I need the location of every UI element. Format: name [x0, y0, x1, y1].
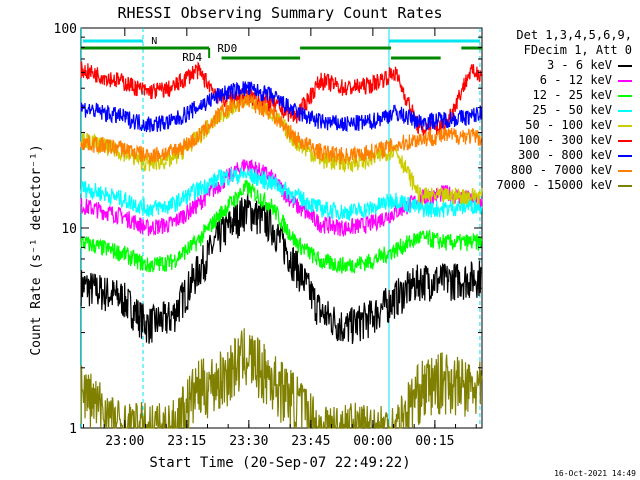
axis-ticks: 1 10 100 23:00 23:15 23:30 23:45 00:00 00:15 — [54, 22, 482, 449]
y-tick-label: 1 — [69, 422, 77, 437]
legend-item: 6 - 12 keV — [496, 73, 632, 88]
series-line — [80, 93, 483, 165]
y-tick-label: 10 — [61, 222, 77, 237]
legend: Det 1,3,4,5,6,9, FDecim 1, Att 0 3 - 6 k… — [496, 28, 632, 193]
series-12-25kev — [80, 179, 483, 274]
series-800-7000kev — [80, 93, 483, 165]
legend-header-1: Det 1,3,4,5,6,9, — [516, 28, 632, 42]
legend-item: 800 - 7000 keV — [496, 163, 632, 178]
legend-item: 100 - 300 keV — [496, 133, 632, 148]
legend-item-label: 3 - 6 keV — [546, 58, 612, 72]
legend-item-label: 100 - 300 keV — [518, 133, 612, 147]
legend-item-label: 25 - 50 keV — [532, 103, 612, 117]
legend-item: 50 - 100 keV — [496, 118, 632, 133]
legend-item: 25 - 50 keV — [496, 103, 632, 118]
legend-swatch — [618, 124, 632, 127]
series-line — [80, 80, 483, 133]
legend-item: 12 - 25 keV — [496, 88, 632, 103]
series-3-6kev — [80, 193, 482, 344]
series-25-50kev — [80, 167, 483, 221]
footer-date: 16-Oct-2021 14:49 — [554, 469, 636, 478]
night-label: N — [151, 36, 157, 47]
legend-item: 3 - 6 keV — [496, 58, 632, 73]
legend-header-2: FDecim 1, Att 0 — [523, 43, 632, 57]
x-tick-label: 23:15 — [167, 434, 206, 449]
y-axis-label: Count Rate (s⁻¹ detector⁻¹) — [29, 144, 44, 355]
x-tick-label: 23:00 — [105, 434, 144, 449]
legend-item-label: 300 - 800 keV — [518, 148, 612, 162]
legend-swatch — [618, 154, 632, 157]
series-line — [80, 328, 483, 430]
legend-item-label: 12 - 25 keV — [532, 88, 612, 102]
rd0-label: RD0 — [217, 42, 237, 55]
legend-item: 300 - 800 keV — [496, 148, 632, 163]
x-tick-label: 00:15 — [415, 434, 454, 449]
series-300-800kev — [80, 80, 483, 133]
y-tick-label: 100 — [54, 22, 77, 37]
x-tick-label: 23:30 — [229, 434, 268, 449]
chart-title: RHESSI Observing Summary Count Rates — [117, 4, 442, 22]
legend-item-label: 7000 - 15000 keV — [496, 178, 612, 192]
legend-item-label: 800 - 7000 keV — [510, 163, 612, 177]
legend-item-label: 50 - 100 keV — [525, 118, 612, 132]
legend-swatch — [618, 79, 632, 82]
legend-item-label: 6 - 12 keV — [539, 73, 612, 87]
series-line — [80, 179, 483, 274]
series-line — [80, 193, 482, 344]
legend-item: 7000 - 15000 keV — [496, 178, 632, 193]
x-axis-label: Start Time (20-Sep-07 22:49:22) — [149, 455, 410, 471]
legend-swatch — [618, 184, 632, 187]
legend-swatch — [618, 64, 632, 67]
legend-swatch — [618, 169, 632, 172]
x-tick-label: 00:00 — [353, 434, 392, 449]
x-tick-label: 23:45 — [291, 434, 330, 449]
series-layer — [80, 61, 483, 430]
legend-swatch — [618, 94, 632, 97]
series-line — [80, 167, 483, 221]
series-7000-15000kev — [80, 328, 483, 430]
legend-swatch — [618, 139, 632, 142]
rd4-label: RD4 — [182, 51, 202, 64]
legend-swatch — [618, 109, 632, 112]
